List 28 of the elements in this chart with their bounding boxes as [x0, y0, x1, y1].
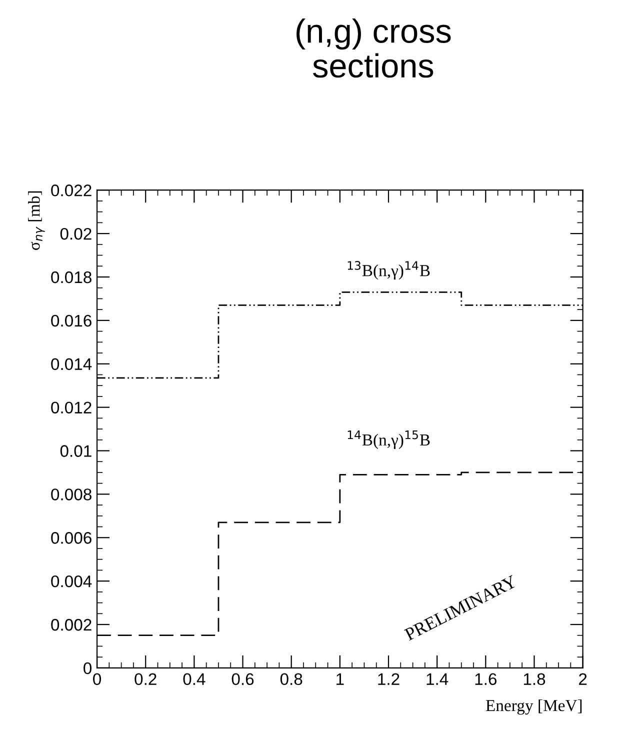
- series-label: $^{14}$B(n,γ)$^{15}$B: [348, 430, 430, 449]
- y-tick-label: 0.02: [60, 228, 92, 240]
- x-tick-label: 2: [579, 673, 587, 685]
- x-axis-title: Energy [MeV]: [486, 699, 582, 715]
- x-tick-label: 0.2: [134, 673, 156, 686]
- y-tick-label: 0.016: [51, 314, 92, 327]
- x-tick-label: 1.4: [426, 673, 448, 685]
- y-tick-label: 0: [84, 662, 92, 674]
- x-tick-label: 1.2: [378, 673, 400, 685]
- x-tick-label: 1.8: [524, 673, 546, 686]
- y-tick-label: 0.014: [51, 358, 92, 370]
- y-tick-label: 0.002: [51, 618, 92, 631]
- y-axis-title: σ$_{nγ}$ [mb]: [28, 191, 45, 250]
- y-tick-label: 0.006: [51, 532, 92, 544]
- y-tick-label: 0.01: [60, 445, 92, 457]
- y-tick-label: 0.018: [51, 271, 92, 284]
- x-tick-label: 1: [336, 673, 344, 685]
- series-label: $^{13}$B(n,γ)$^{14}$B: [348, 261, 430, 280]
- y-tick-label: 0.012: [51, 402, 92, 414]
- y-tick-label: 0.022: [51, 184, 92, 196]
- x-tick-label: 0: [93, 673, 102, 686]
- x-tick-label: 1.6: [475, 673, 497, 686]
- x-tick-label: 0.6: [232, 673, 254, 686]
- x-tick-label: 0.4: [183, 673, 206, 686]
- y-tick-label: 0.004: [51, 575, 92, 588]
- y-tick-label: 0.008: [51, 488, 92, 500]
- x-tick-label: 0.8: [280, 673, 302, 686]
- chart-title: (n,g) cross sections: [296, 18, 451, 78]
